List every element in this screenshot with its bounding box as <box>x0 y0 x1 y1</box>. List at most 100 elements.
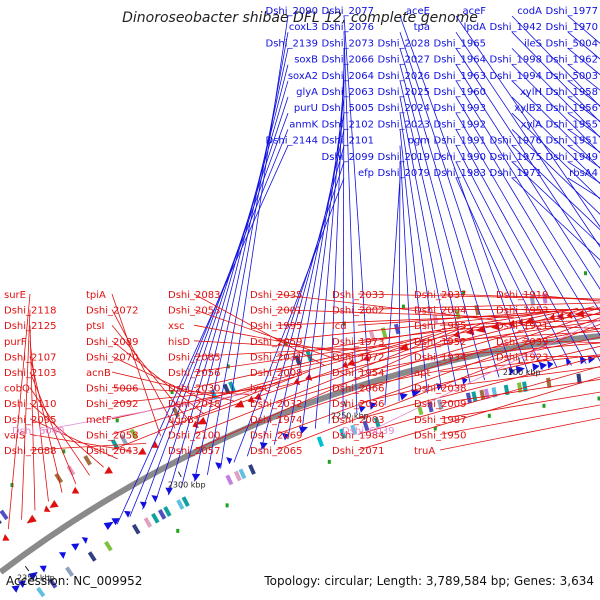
reverse-label: Dshi_2031 <box>250 352 302 363</box>
forward-leader <box>455 15 600 228</box>
rna-mark <box>433 426 437 431</box>
forward-leader <box>455 80 600 313</box>
reverse-leader <box>439 342 600 357</box>
function-block <box>362 420 370 432</box>
function-block <box>350 424 358 436</box>
reverse-label: Dshi_2008 <box>250 368 302 379</box>
reverse-label: Dshi_2065 <box>250 446 302 457</box>
reverse-leader <box>193 345 387 357</box>
tick-mark <box>24 565 30 572</box>
reverse-leader <box>193 309 341 361</box>
forward-leader <box>180 64 289 489</box>
gene-arrow <box>124 510 131 518</box>
forward-label: Dshi_1991 <box>434 136 486 147</box>
reverse-label: Dshi_1919 <box>496 290 548 301</box>
reverse-label: Dshi_2056 <box>168 368 220 379</box>
gene-arrow <box>358 405 366 413</box>
reverse-leader <box>29 387 91 476</box>
reverse-label: Dshi_2001 <box>250 306 302 317</box>
gene-arrow <box>281 432 289 441</box>
reverse-label: Dshi_2103 <box>4 368 56 379</box>
forward-label: Dshi_2025 <box>378 87 430 98</box>
rna-mark <box>176 528 180 533</box>
reverse-label: Dshi_1972 <box>332 352 384 363</box>
forward-leader <box>511 177 600 261</box>
gene-arrow <box>196 416 207 425</box>
reverse-label: Dshi_2057 <box>168 446 220 457</box>
rna-mark <box>584 271 588 276</box>
reverse-leader <box>193 324 356 357</box>
forward-leader <box>399 32 514 375</box>
forward-leader <box>287 113 345 440</box>
reverse-leader <box>357 293 600 300</box>
function-block <box>454 308 461 320</box>
gene-arrow <box>28 571 38 581</box>
forward-leader <box>260 145 345 451</box>
rna-mark <box>462 290 466 295</box>
forward-label: aceE <box>406 6 430 17</box>
reverse-label: Dshi_1934 <box>414 352 466 363</box>
pseudo-label: Dshi_6040 <box>12 426 64 437</box>
gene-arrow <box>49 500 59 508</box>
gene-arrow <box>515 365 525 374</box>
gene-arrow <box>226 457 233 465</box>
forward-label: soxB <box>294 55 318 66</box>
function-block <box>238 468 247 480</box>
function-block <box>157 509 167 520</box>
reverse-leader <box>357 313 600 342</box>
forward-label: Dshi_1949 <box>546 152 598 163</box>
reverse-leader <box>193 326 466 435</box>
function-block <box>228 381 236 392</box>
rna-mark <box>62 449 66 454</box>
reverse-leader <box>193 341 403 373</box>
reverse-leader <box>275 307 578 373</box>
rna-mark <box>284 341 288 346</box>
reverse-leader <box>29 325 36 511</box>
gene-arrow <box>411 389 422 398</box>
reverse-leader <box>29 418 118 460</box>
forward-label: codA <box>517 6 542 17</box>
forward-leader <box>455 161 558 368</box>
forward-label: Dshi_2063 <box>322 87 374 98</box>
reverse-leader <box>193 337 419 388</box>
forward-leader <box>511 161 600 246</box>
reverse-leader <box>111 370 310 451</box>
tick-mark <box>518 357 521 364</box>
forward-label: glyA <box>296 87 318 98</box>
forward-leader <box>116 145 289 525</box>
reverse-label: Dshi_1985 <box>414 321 466 332</box>
forward-leader <box>455 31 600 248</box>
function-block <box>172 407 181 418</box>
rna-mark <box>342 321 346 326</box>
forward-label: tpa <box>414 22 430 33</box>
function-block <box>373 416 381 428</box>
reverse-leader <box>193 293 326 367</box>
function-block <box>151 512 160 524</box>
forward-label: Dshi_1962 <box>546 55 598 66</box>
reverse-leader <box>275 323 600 451</box>
reverse-label: cobQ <box>4 384 30 395</box>
function-block <box>110 439 120 450</box>
label-leaders <box>7 15 600 530</box>
reverse-label: valS <box>4 430 25 441</box>
pseudo-leader <box>41 391 256 431</box>
reverse-leader <box>111 293 161 436</box>
function-block <box>181 496 190 508</box>
gene-arrow <box>347 358 356 367</box>
function-block <box>233 470 242 482</box>
forward-leader <box>399 80 471 384</box>
reverse-label: Dshi_2110 <box>4 399 56 410</box>
function-block <box>65 566 75 577</box>
reverse-label: acnB <box>86 368 111 379</box>
reverse-leader <box>29 356 63 493</box>
function-block <box>36 586 46 598</box>
function-block <box>66 465 76 476</box>
function-block <box>0 514 2 525</box>
tick-label: 2250 kbp <box>331 412 369 421</box>
gene-labels: Dshi_1977 Dshi_1970 Dshi_5004 Dshi_1962 Dshi… <box>4 6 598 457</box>
reverse-leader <box>357 365 600 435</box>
reverse-leader <box>357 345 600 404</box>
forward-label: Dshi_1958 <box>546 87 598 98</box>
forward-leader <box>399 15 529 373</box>
